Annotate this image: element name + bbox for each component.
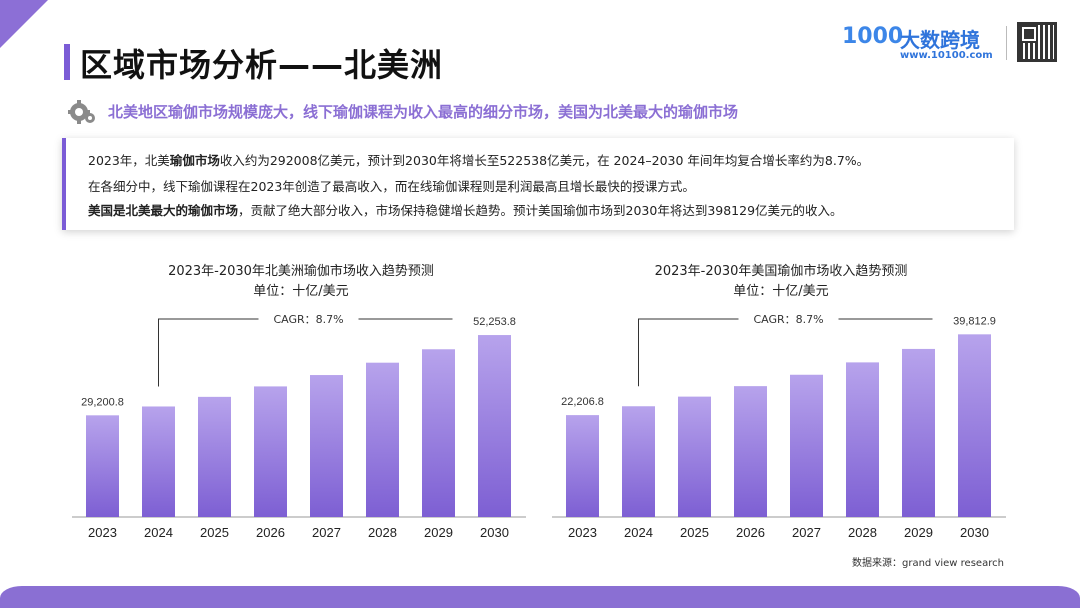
x-tick-label: 2026 (256, 525, 285, 540)
x-tick-label: 2027 (312, 525, 341, 540)
x-tick-label: 2029 (904, 525, 933, 540)
logo-url: www.10100.com (900, 50, 993, 61)
bar-2026 (254, 386, 287, 517)
x-tick-label: 2024 (144, 525, 173, 540)
logo-name: 大数跨境 (900, 28, 980, 52)
chart-usa: 2023年-2030年美国瑜伽市场收入趋势预测 单位：十亿/美元 2023 202… (546, 250, 1016, 550)
summary-box: 2023年，北美瑜伽市场收入约为292008亿美元，预计到2030年将增长至52… (62, 138, 1014, 230)
chart-unit: 单位：十亿/美元 (253, 284, 349, 299)
bar-2024 (622, 406, 655, 517)
cagr-bracket-left (638, 318, 739, 387)
bar-2028 (846, 362, 879, 517)
x-tick-label: 2023 (88, 525, 117, 540)
data-source: 数据来源：grand view research (852, 558, 1004, 569)
summary-line-1: 2023年，北美瑜伽市场收入约为292008亿美元，预计到2030年将增长至52… (88, 153, 870, 168)
bar-2028 (366, 362, 399, 517)
x-tick-label: 2028 (368, 525, 397, 540)
x-tick-label: 2026 (736, 525, 765, 540)
x-tick-label: 2029 (424, 525, 453, 540)
bar-2030 (478, 335, 511, 517)
bar-2026 (734, 386, 767, 517)
x-tick-label: 2030 (960, 525, 989, 540)
bar-2027 (310, 375, 343, 517)
x-tick-label: 2023 (568, 525, 597, 540)
cagr-bracket-left (158, 318, 259, 387)
x-tick-label: 2030 (480, 525, 509, 540)
cagr-annotation: CAGR：8.7% (273, 313, 343, 326)
brand-logo: 1000 大数跨境 www.10100.com (842, 22, 1002, 66)
summary-line-3: 美国是北美最大的瑜伽市场，贡献了绝大部分收入，市场保持稳健增长趋势。预计美国瑜伽… (88, 203, 843, 218)
x-tick-label: 2025 (680, 525, 709, 540)
qr-code-icon (1017, 22, 1057, 62)
logo-mark: 1000 (842, 24, 904, 49)
x-tick-label: 2027 (792, 525, 821, 540)
x-tick-label: 2028 (848, 525, 877, 540)
x-tick-label: 2025 (200, 525, 229, 540)
bar-2023 (86, 415, 119, 517)
bar-2025 (678, 396, 711, 517)
page-title: 区域市场分析——北美洲 (80, 46, 444, 84)
bar-2029 (902, 348, 935, 517)
bar-2025 (198, 396, 231, 517)
chart-title: 2023年-2030年北美洲瑜伽市场收入趋势预测 (168, 264, 434, 279)
bar-2029 (422, 349, 455, 517)
data-label-first: 22,206.8 (561, 396, 604, 408)
cagr-annotation: CAGR：8.7% (753, 313, 823, 326)
chart-north-america: 2023年-2030年北美洲瑜伽市场收入趋势预测 单位：十亿/美元 2023 20… (66, 250, 536, 550)
chart-title: 2023年-2030年美国瑜伽市场收入趋势预测 (654, 264, 908, 279)
data-label-last: 39,812.9 (953, 315, 996, 327)
bar-2030 (958, 334, 991, 517)
gear-icon (68, 100, 95, 124)
bar-2027 (790, 374, 823, 517)
x-tick-label: 2024 (624, 525, 653, 540)
corner-decoration (0, 0, 48, 48)
data-label-last: 52,253.8 (473, 316, 516, 328)
chart-plot: 2023 2024 2025 2026 2027 2028 2029 2030 22,206.8… (552, 313, 1006, 540)
bar-2024 (142, 406, 175, 517)
chart-unit: 单位：十亿/美元 (733, 284, 829, 299)
bar-2023 (566, 415, 599, 517)
title-accent-bar (64, 44, 70, 80)
data-label-first: 29,200.8 (81, 396, 124, 408)
chart-plot: 2023 2024 2025 2026 2027 2028 2029 2030 29,200.8… (72, 313, 526, 540)
footer-band (0, 586, 1080, 608)
logo-divider (1006, 26, 1007, 60)
page-subtitle: 北美地区瑜伽市场规模庞大，线下瑜伽课程为收入最高的细分市场，美国为北美最大的瑜伽… (108, 103, 739, 121)
summary-line-2: 在各细分中，线下瑜伽课程在2023年创造了最高收入，而在线瑜伽课程则是利润最高且… (88, 179, 695, 194)
